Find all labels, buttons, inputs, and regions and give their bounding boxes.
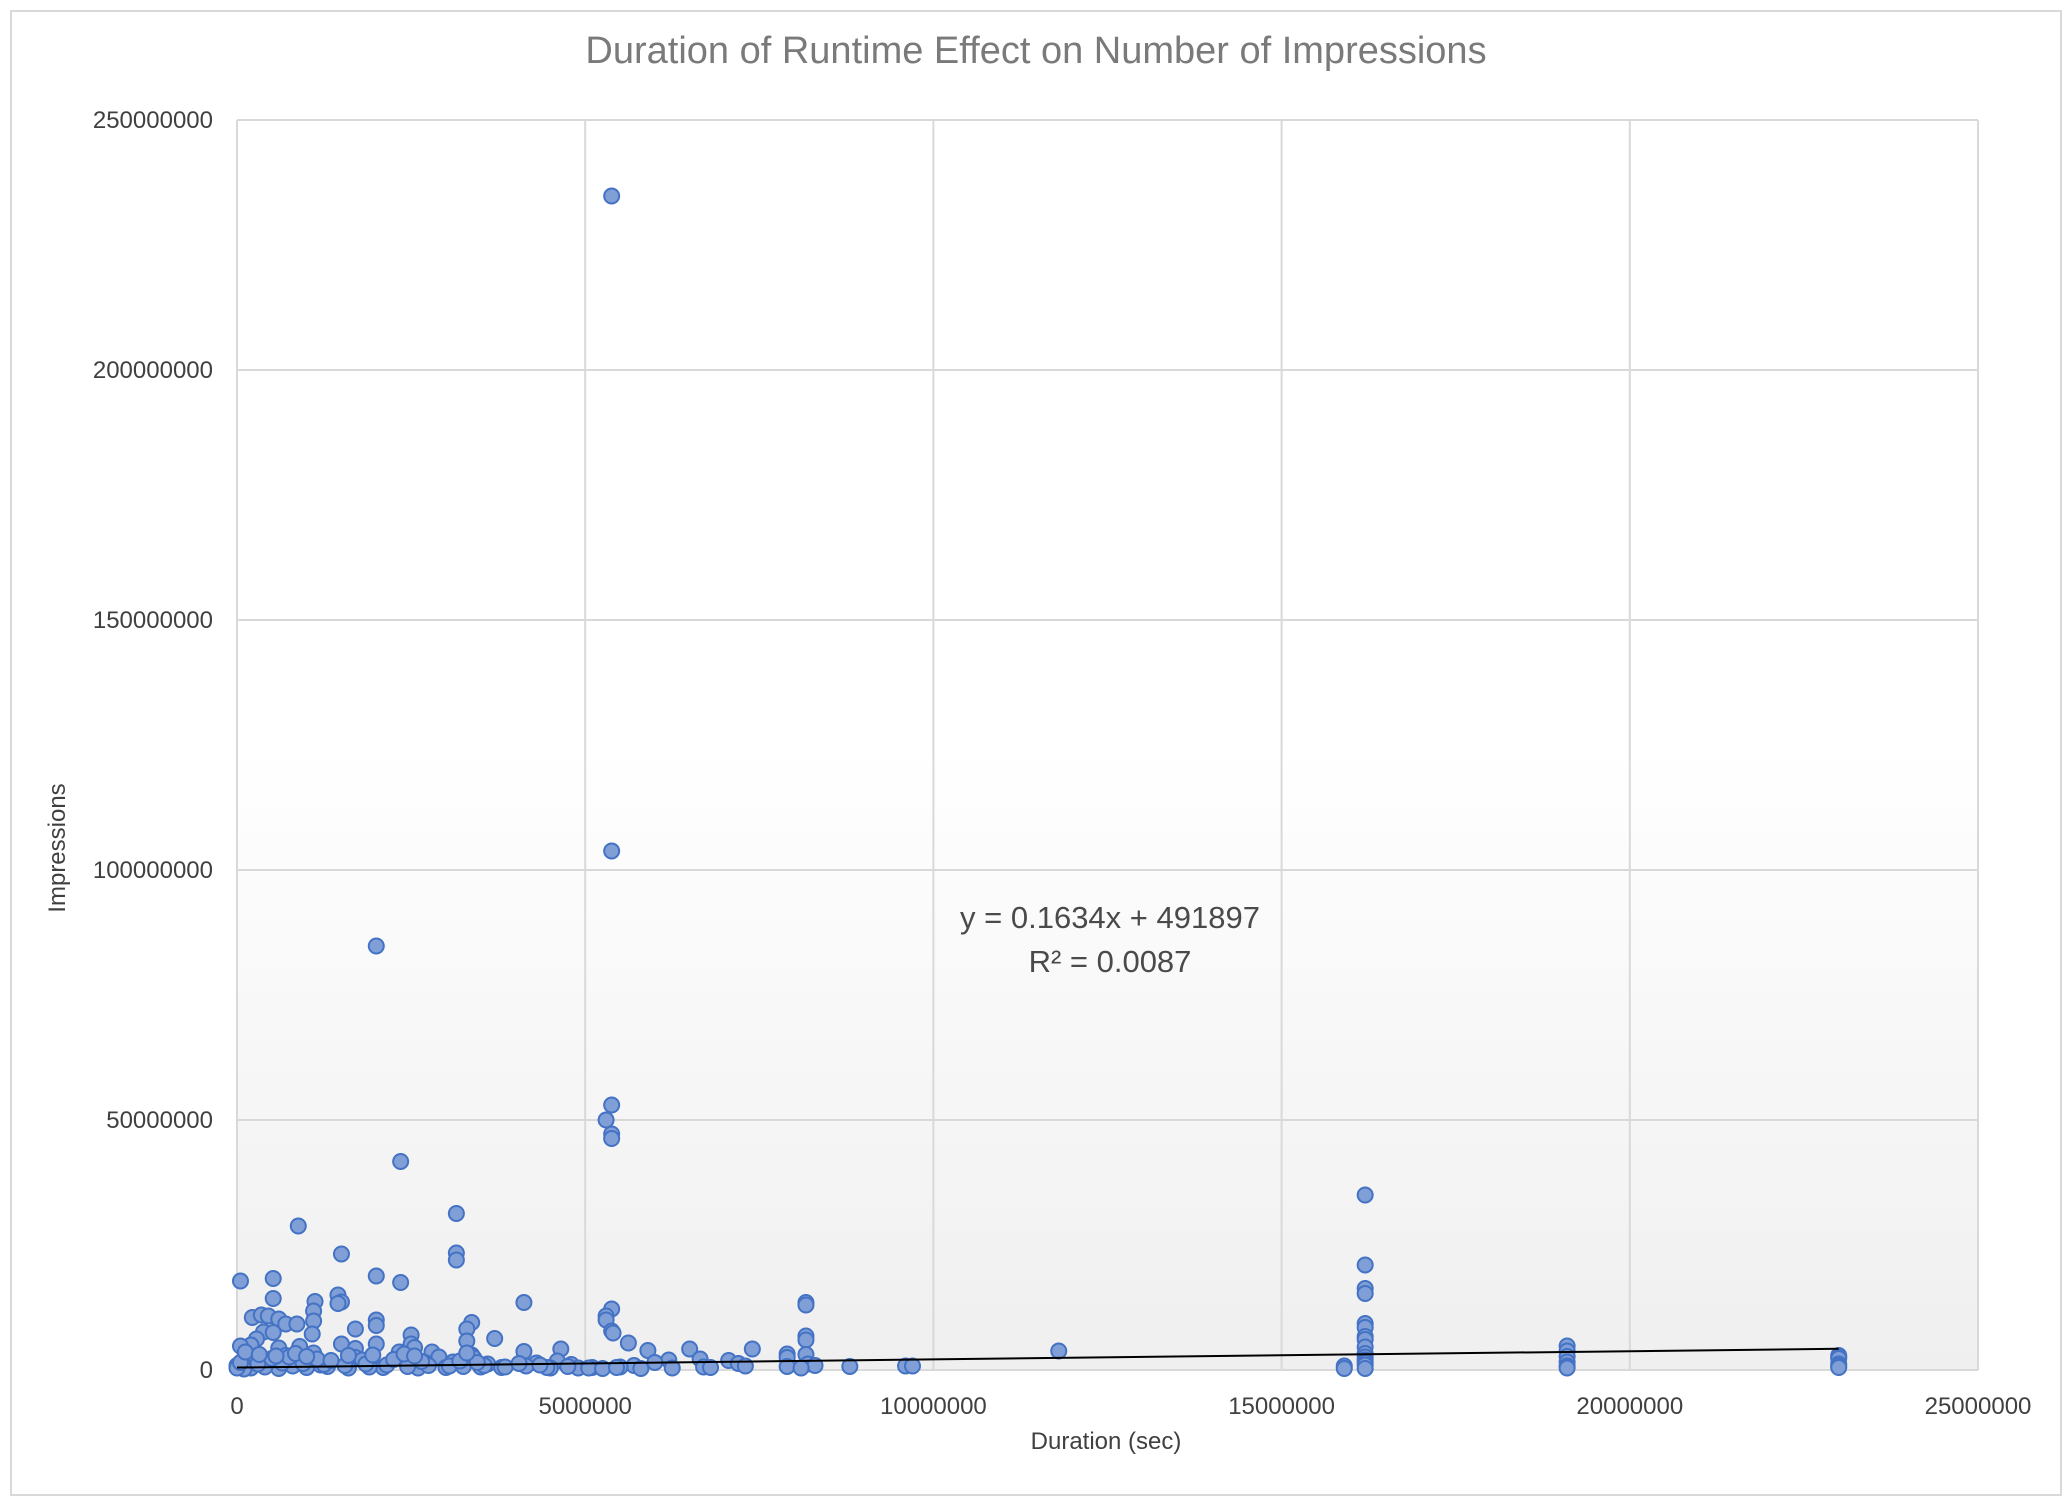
x-axis-label: Duration (sec) xyxy=(1030,1428,1182,1455)
data-point xyxy=(288,1315,306,1333)
trendline-line xyxy=(236,1347,1839,1369)
data-point xyxy=(250,1346,268,1363)
data-point xyxy=(1356,1256,1374,1274)
data-point xyxy=(1356,1285,1374,1302)
data-point xyxy=(604,1324,622,1342)
data-point xyxy=(619,1334,637,1352)
data-point xyxy=(367,937,385,955)
data-point xyxy=(496,1358,514,1376)
data-points xyxy=(228,187,1848,1378)
trendline-formula: y = 0.1634x + 491897 xyxy=(960,900,1260,935)
data-point xyxy=(264,1324,282,1341)
data-point xyxy=(392,1274,410,1291)
trendline xyxy=(236,1347,1839,1369)
x-tick-label: 0 xyxy=(230,1393,243,1420)
y-tick-label: 200000000 xyxy=(93,357,213,384)
x-tick-label: 15000000 xyxy=(1228,1393,1335,1420)
data-point xyxy=(1558,1359,1576,1377)
data-point xyxy=(339,1347,357,1364)
data-point xyxy=(603,1130,621,1147)
trendline-equation: y = 0.1634x + 491897 R² = 0.0087 xyxy=(910,896,1310,984)
data-point xyxy=(597,1111,615,1129)
x-tick-label: 5000000 xyxy=(538,1393,631,1420)
data-point xyxy=(264,1270,282,1287)
data-point xyxy=(367,1267,385,1285)
x-tick-label: 25000000 xyxy=(1925,1393,2032,1420)
data-point xyxy=(702,1359,720,1376)
y-tick-label: 100000000 xyxy=(93,857,213,884)
data-point xyxy=(841,1358,859,1375)
x-tick-label: 10000000 xyxy=(880,1393,987,1420)
data-point xyxy=(904,1357,922,1375)
data-point xyxy=(1356,1186,1374,1204)
chart-title: Duration of Runtime Effect on Number of … xyxy=(585,30,1487,72)
data-point xyxy=(332,1245,350,1263)
data-point xyxy=(603,842,621,860)
x-tick-label: 20000000 xyxy=(1576,1393,1683,1420)
data-point xyxy=(447,1205,465,1222)
data-point xyxy=(681,1340,699,1358)
gridlines xyxy=(236,119,1979,1371)
data-point xyxy=(322,1352,340,1369)
data-point xyxy=(797,1296,815,1314)
data-point xyxy=(231,1272,249,1290)
y-tick-label: 150000000 xyxy=(93,607,213,634)
data-point xyxy=(264,1290,282,1307)
data-point xyxy=(1050,1342,1068,1360)
data-point xyxy=(346,1320,364,1338)
data-point xyxy=(1356,1360,1374,1377)
data-point xyxy=(236,1343,254,1361)
data-point xyxy=(559,1358,577,1375)
data-point xyxy=(515,1294,533,1311)
y-axis-label: Impressions xyxy=(44,783,71,913)
data-point xyxy=(603,1096,621,1114)
data-point xyxy=(298,1348,316,1365)
data-point xyxy=(1335,1360,1353,1377)
data-point xyxy=(797,1331,815,1349)
data-point xyxy=(458,1344,476,1362)
trendline-r-squared: R² = 0.0087 xyxy=(1028,944,1192,979)
y-tick-label: 50000000 xyxy=(106,1107,213,1134)
y-tick-label: 250000000 xyxy=(93,107,213,134)
data-point xyxy=(632,1360,650,1377)
data-point xyxy=(603,187,621,205)
data-point xyxy=(743,1340,761,1358)
data-point xyxy=(367,1317,385,1334)
plot-area xyxy=(237,120,1978,1370)
data-point xyxy=(329,1295,347,1312)
y-tick-label: 0 xyxy=(200,1357,213,1384)
data-point xyxy=(792,1359,810,1377)
data-point xyxy=(447,1251,465,1269)
data-point xyxy=(486,1330,504,1347)
data-point xyxy=(303,1325,321,1343)
data-point xyxy=(663,1359,681,1377)
data-point xyxy=(364,1346,382,1364)
data-point xyxy=(1830,1359,1848,1376)
data-point xyxy=(267,1347,285,1365)
data-point xyxy=(392,1153,410,1170)
data-point xyxy=(468,1354,486,1371)
data-point xyxy=(406,1347,424,1365)
tick-labels: 0 5000000 10000000 15000000 20000000 25000000… xyxy=(93,107,2032,1420)
data-point xyxy=(289,1217,307,1235)
